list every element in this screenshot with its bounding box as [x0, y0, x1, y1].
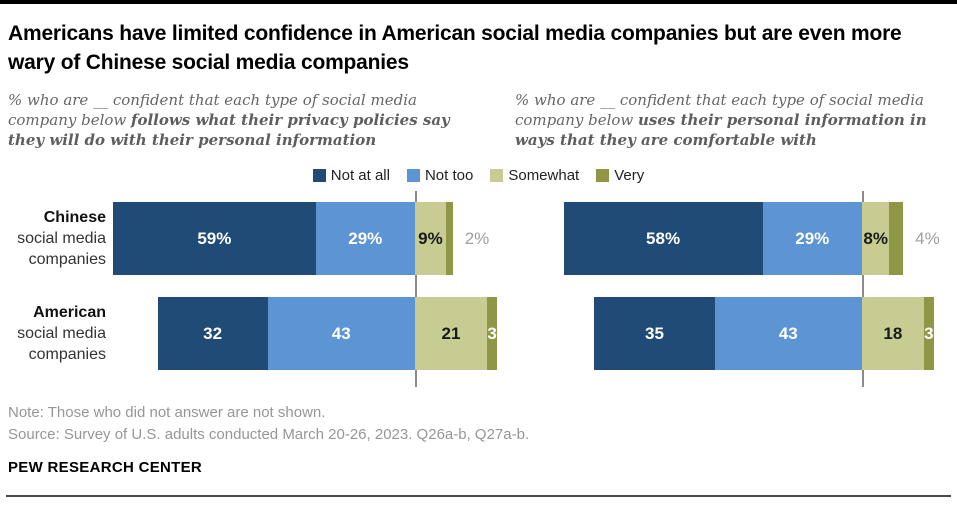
bar-value-label: 43 — [778, 323, 798, 343]
legend-item-not-too: Not too — [406, 167, 474, 184]
bar-value-label: 35 — [645, 323, 664, 343]
bar-segment-very: 3 — [923, 297, 935, 370]
bar-segment-very: 3 — [487, 297, 498, 370]
category-label-line: companies — [28, 251, 106, 268]
legend: Not at all Not too Somewhat Very — [0, 167, 957, 184]
divider-line — [415, 191, 417, 387]
note-text: Note: Those who did not answer are not s… — [8, 404, 326, 421]
bar-value-label: 21 — [441, 323, 461, 343]
bar-segment-not-at-all: 32 — [157, 297, 268, 370]
bar-value-label: 32 — [203, 323, 223, 343]
bar-value-label: 18 — [883, 323, 903, 343]
bar-segment-very — [889, 202, 904, 275]
bottom-rule — [6, 495, 951, 497]
subtitle-right: % who are __ confident that each type of… — [515, 90, 955, 150]
bar-segment-not-too: 43 — [714, 297, 862, 370]
legend-label: Not at all — [330, 167, 390, 184]
legend-swatch-icon — [490, 169, 504, 182]
category-label-line: Chinese — [43, 209, 106, 226]
legend-label: Very — [614, 167, 645, 184]
subtitle-left-prefix: % who are __ confident that each type of… — [8, 91, 417, 129]
legend-item-not-at-all: Not at all — [312, 167, 390, 184]
bar-value-label: 29% — [795, 228, 830, 248]
bar-segment-somewhat: 21 — [415, 297, 488, 370]
bar-value-label: 59% — [197, 228, 232, 248]
bar-segment-somewhat: 9% — [415, 202, 446, 275]
category-label-line: social media — [17, 325, 106, 342]
category-label-chinese: Chinese social media companies — [0, 202, 106, 275]
bar-value-label: 29% — [348, 228, 383, 248]
bar-value-label: 3 — [924, 323, 934, 343]
bar-segment-not-at-all: 58% — [563, 202, 763, 275]
bar-value-label: 58% — [646, 228, 681, 248]
top-rule — [0, 0, 957, 4]
legend-item-very: Very — [596, 167, 644, 184]
page-title: Americans have limited confidence in Ame… — [8, 22, 902, 74]
bar-segment-not-at-all: 35 — [594, 297, 715, 370]
category-label-american: American social media companies — [0, 297, 106, 370]
bar-value-label-outside: 4% — [915, 228, 940, 248]
legend-swatch-icon — [596, 169, 610, 182]
bar-segment-not-too: 29% — [762, 202, 862, 275]
bar-value-label: 43 — [331, 323, 351, 343]
source-text: Source: Survey of U.S. adults conducted … — [8, 426, 530, 443]
bar-segment-somewhat: 18 — [862, 297, 924, 370]
bar-value-label-outside: 2% — [464, 228, 490, 248]
divider-line — [862, 191, 864, 387]
category-label-line: American — [33, 304, 106, 321]
subtitle-left: % who are __ confident that each type of… — [8, 90, 463, 150]
bar-segment-somewhat: 8% — [862, 202, 890, 275]
legend-swatch-icon — [312, 169, 326, 182]
legend-swatch-icon — [406, 169, 420, 182]
chart-area: Chinese social media companies 59% 29% 9% 2% Am… — [0, 185, 957, 397]
bar-segment-not-too: 29% — [315, 202, 415, 275]
subtitle-right-prefix: % who are __ confident that each type of… — [515, 91, 924, 129]
bar-segment-not-at-all: 59% — [113, 202, 316, 275]
bar-segment-very — [445, 202, 453, 275]
category-label-line: social media — [17, 230, 106, 247]
legend-item-somewhat: Somewhat — [490, 167, 579, 184]
bar-value-label: 9% — [418, 228, 443, 248]
legend-label: Somewhat — [508, 167, 580, 184]
bar-value-label: 3 — [487, 323, 497, 343]
bar-segment-not-too: 43 — [267, 297, 415, 370]
category-label-line: companies — [28, 346, 106, 363]
subtitle-left-emphasis: follows what their privacy policies say … — [8, 111, 450, 149]
bar-value-label: 8% — [863, 228, 888, 248]
brand-text: PEW RESEARCH CENTER — [8, 459, 203, 476]
legend-label: Not too — [424, 167, 474, 184]
subtitle-right-emphasis: uses their personal information in ways … — [515, 111, 927, 149]
